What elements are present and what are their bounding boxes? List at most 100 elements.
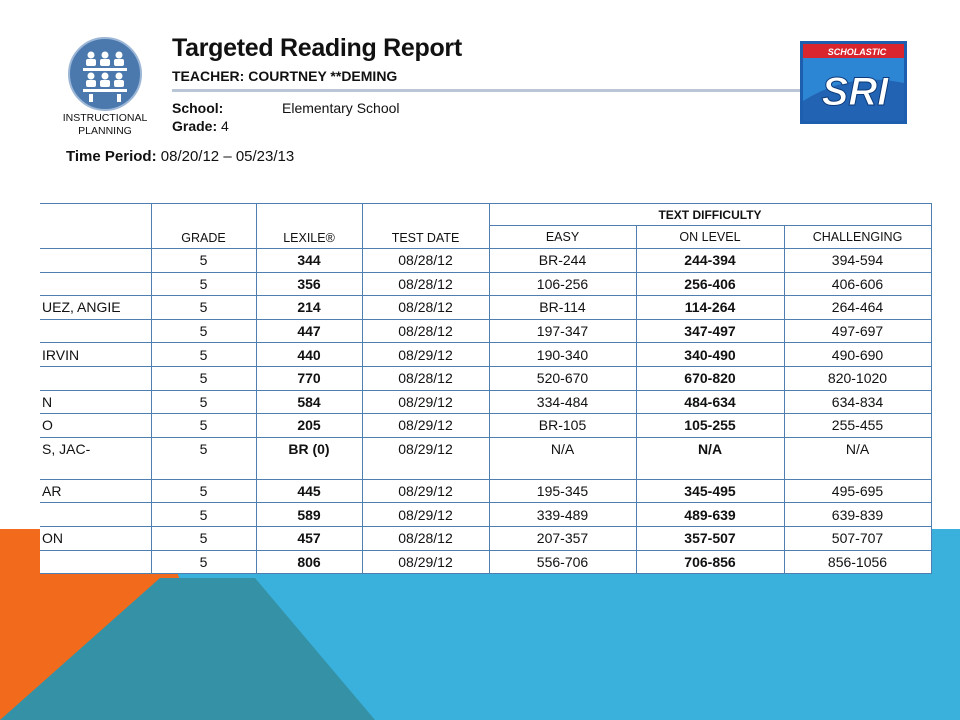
grade-header: GRADE [150,203,257,249]
on-level-range-cell: 489-639 [635,502,785,527]
easy-header: EASY [488,225,637,249]
report-title: Targeted Reading Report [172,34,462,62]
challenging-range-cell: 820-1020 [783,365,932,391]
test-date-cell: 08/28/12 [361,248,490,273]
test-date-cell: 08/28/12 [361,295,490,320]
header-divider [172,89,802,92]
challenging-header: CHALLENGING [783,225,932,249]
lexile-cell: 344 [255,248,363,273]
challenging-range-cell: 490-690 [783,342,932,367]
test-date-cell: 08/29/12 [361,389,490,415]
student-name-cell: AR [40,478,152,504]
grade-cell: 5 [150,295,257,320]
lexile-cell: 589 [255,502,363,527]
student-name-cell [40,248,152,273]
sri-wordmark: SRI [822,70,890,114]
grade-cell: 5 [150,342,257,367]
grade-cell: 5 [150,248,257,273]
time-period-label: Time Period: [66,148,157,165]
on-level-range-cell: 105-255 [635,413,785,438]
lexile-cell: 214 [255,295,363,320]
test-date-cell: 08/29/12 [361,549,490,575]
on-level-range-cell: 484-634 [635,389,785,415]
on-level-range-cell: 244-394 [635,248,785,273]
test-date-cell: 08/29/12 [361,502,490,527]
challenging-range-cell: 495-695 [783,478,932,504]
targeted-reading-table: GRADE LEXILE® TEST DATE TEXT DIFFICULTY … [40,203,932,575]
school-label: School: [172,100,224,116]
student-name-cell [40,549,152,575]
challenging-range-cell: 394-594 [783,248,932,273]
instructional-planning-logo: INSTRUCTIONAL PLANNING [54,36,156,142]
logo-caption: INSTRUCTIONAL PLANNING [62,112,148,137]
challenging-range-cell: 634-834 [783,389,932,415]
on-level-range-cell: 357-507 [635,525,785,551]
student-name-cell [40,318,152,344]
table-row: 5 344 08/28/12 BR-244 244-394 394-594 [40,248,932,273]
sri-logo: SCHOLASTIC SRI [800,41,907,124]
easy-range-cell: 197-347 [488,318,637,344]
grade-cell: 5 [150,502,257,527]
on-level-range-cell: 345-495 [635,478,785,504]
grade-info: Grade: 4 [172,118,229,134]
student-name-cell [40,271,152,297]
on-level-header: ON LEVEL [635,225,785,249]
grade-cell: 5 [150,478,257,504]
test-date-header: TEST DATE [361,203,490,249]
test-date-cell: 08/29/12 [361,436,490,480]
grade-cell: 5 [150,318,257,344]
scholastic-wordmark: SCHOLASTIC [828,47,887,57]
easy-range-cell: 556-706 [488,549,637,575]
table-row: 5 770 08/28/12 520-670 670-820 820-1020 [40,365,932,391]
easy-range-cell: 190-340 [488,342,637,367]
table-row: UEZ, ANGIE 5 214 08/28/12 BR-114 114-264 264-4… [40,295,932,320]
student-name-cell: O [40,413,152,438]
table-row: N 5 584 08/29/12 334-484 484-634 634-834 [40,389,932,415]
header-row-top: GRADE LEXILE® TEST DATE TEXT DIFFICULTY [40,203,932,249]
time-period: Time Period: 08/20/12 – 05/23/13 [66,148,294,165]
student-name-cell [40,365,152,391]
easy-range-cell: 106-256 [488,271,637,297]
on-level-range-cell: 347-497 [635,318,785,344]
easy-range-cell: 339-489 [488,502,637,527]
lexile-cell: 356 [255,271,363,297]
challenging-range-cell: 264-464 [783,295,932,320]
grade-cell: 5 [150,365,257,391]
header-row-bottom: EASY ON LEVEL CHALLENGING [40,225,932,249]
grade-cell: 5 [150,549,257,575]
grade-cell: 5 [150,389,257,415]
test-date-cell: 08/29/12 [361,413,490,438]
challenging-range-cell: 507-707 [783,525,932,551]
test-date-cell: 08/28/12 [361,271,490,297]
grade-cell: 5 [150,271,257,297]
table-row: 5 806 08/29/12 556-706 706-856 856-1056 [40,549,932,575]
table-row: IRVIN 5 440 08/29/12 190-340 340-490 490-690 [40,342,932,367]
lexile-cell: 440 [255,342,363,367]
student-name-cell: S, JAC- [40,436,152,480]
student-name-cell: N [40,389,152,415]
on-level-range-cell: N/A [635,436,785,480]
easy-range-cell: 207-357 [488,525,637,551]
easy-range-cell: N/A [488,436,637,480]
lexile-cell: 445 [255,478,363,504]
easy-range-cell: BR-105 [488,413,637,438]
student-name-header [40,203,152,249]
lexile-cell: 447 [255,318,363,344]
challenging-range-cell: 406-606 [783,271,932,297]
easy-range-cell: BR-114 [488,295,637,320]
challenging-range-cell: 497-697 [783,318,932,344]
teacher-name: TEACHER: COURTNEY **DEMING [172,68,398,84]
table-row: ON 5 457 08/28/12 207-357 357-507 507-707 [40,525,932,551]
test-date-cell: 08/29/12 [361,342,490,367]
text-difficulty-header: TEXT DIFFICULTY [488,203,932,226]
school-value: Elementary School [282,100,400,116]
challenging-range-cell: N/A [783,436,932,480]
lexile-cell: 806 [255,549,363,575]
grade-cell: 5 [150,525,257,551]
lexile-cell: 584 [255,389,363,415]
table-row: AR 5 445 08/29/12 195-345 345-495 495-695 [40,478,932,504]
challenging-range-cell: 255-455 [783,413,932,438]
easy-range-cell: 520-670 [488,365,637,391]
table-row: 5 447 08/28/12 197-347 347-497 497-697 [40,318,932,344]
classroom-icon [68,37,142,111]
